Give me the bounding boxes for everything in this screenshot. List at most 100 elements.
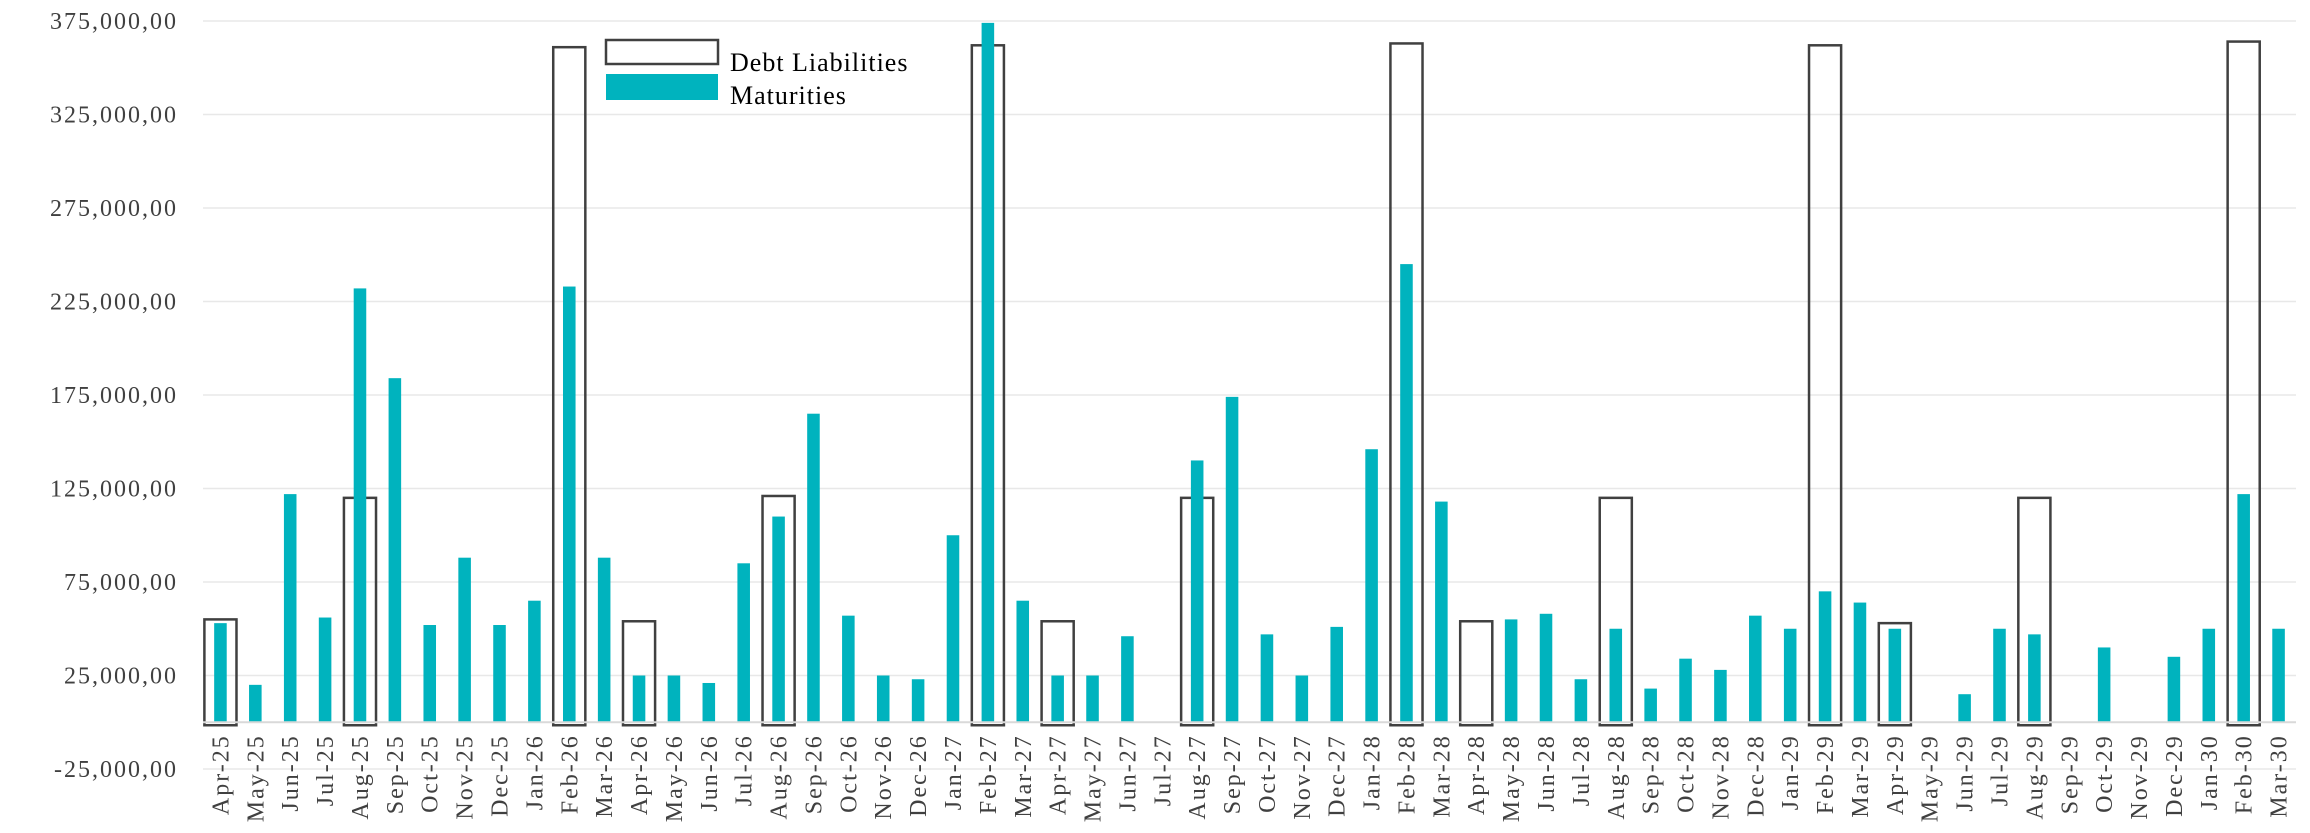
x-tick-label: May-27	[1081, 734, 1107, 822]
x-tick-label: Jul-27	[1150, 734, 1176, 806]
maturities-bar-may-26	[667, 675, 681, 723]
debt-liabilities-bar-feb-29	[1807, 44, 1843, 727]
legend-label-maturities: Maturities	[730, 81, 847, 110]
maturities-bar-dec-28	[1749, 615, 1762, 723]
debt-liabilities-bar-feb-26	[551, 45, 587, 727]
legend: Debt Liabilities Maturities	[604, 38, 908, 110]
maturities-bar-jun-29	[1958, 694, 1971, 723]
maturities-bar-jan-30	[2202, 628, 2216, 723]
maturities-bar-feb-27	[981, 22, 995, 723]
x-tick-label: Jan-29	[1778, 734, 1804, 810]
x-tick-label: Sep-28	[1639, 734, 1665, 814]
debt-liabilities-bar-aug-26	[761, 494, 796, 727]
x-tick-label: Mar-26	[592, 734, 618, 818]
maturities-bar-mar-26	[597, 557, 611, 723]
x-tick-label: Sep-29	[2057, 734, 2083, 814]
x-tick-label: Jan-28	[1360, 734, 1386, 810]
maturities-bar-oct-27	[1260, 634, 1274, 723]
x-tick-label: Nov-27	[1290, 734, 1316, 819]
maturities-bar-aug-26	[772, 516, 785, 723]
maturities-bar-jun-27	[1121, 636, 1134, 723]
x-tick-label: Mar-29	[1848, 734, 1874, 818]
maturities-bar-jan-27	[946, 535, 960, 723]
maturities-bar-oct-29	[2097, 647, 2111, 723]
maturities-bar-jun-28	[1539, 613, 1553, 723]
maturities-bar-jan-28	[1365, 449, 1378, 723]
y-tick-label: 375,000,00	[50, 9, 178, 35]
y-tick-label: 175,000,00	[50, 383, 178, 409]
maturities-bar-may-28	[1504, 619, 1518, 723]
maturities-bar-may-27	[1086, 675, 1099, 723]
x-tick-label: Jun-25	[278, 734, 304, 811]
x-tick-label: Feb-28	[1394, 734, 1420, 814]
x-tick-label: Jun-29	[1953, 734, 1979, 811]
x-tick-label: Jun-26	[697, 734, 723, 811]
x-tick-label: Dec-25	[488, 734, 514, 817]
x-tick-label: Feb-27	[976, 734, 1002, 814]
maturities-bar-oct-25	[423, 625, 437, 723]
x-tick-label: Nov-28	[1708, 734, 1734, 819]
gridlines	[203, 20, 2296, 770]
x-tick-label: Mar-30	[2267, 734, 2293, 818]
x-tick-label: May-29	[1918, 734, 1944, 822]
maturities-bar-jun-26	[702, 682, 716, 723]
debt-liabilities-bar-feb-28	[1389, 42, 1424, 727]
x-tick-label: Aug-28	[1604, 734, 1630, 819]
maturities-bar-nov-26	[876, 675, 890, 723]
legend-label-debt-liabilities: Debt Liabilities	[730, 48, 908, 77]
x-tick-label: Oct-25	[418, 734, 444, 813]
maturities-bar-sep-26	[807, 413, 820, 723]
x-tick-label: Nov-26	[871, 734, 897, 819]
maturities-bar-aug-27	[1190, 460, 1204, 723]
debt-liabilities-bar-aug-28	[1598, 496, 1634, 727]
x-tick-label: Dec-29	[2162, 734, 2188, 817]
x-tick-label: Oct-26	[836, 734, 862, 813]
x-tick-label: Aug-29	[2022, 734, 2048, 819]
debt-liabilities-bar-aug-29	[2017, 496, 2052, 727]
maturities-bar-nov-25	[458, 557, 471, 723]
x-tick-label: Nov-29	[2127, 734, 2153, 819]
x-tick-label: Oct-27	[1255, 734, 1281, 813]
maturities-bar-apr-27	[1051, 675, 1064, 723]
x-tick-label: Dec-28	[1743, 734, 1769, 817]
x-tick-label: Sep-26	[801, 734, 827, 814]
maturities-bar-dec-25	[493, 625, 506, 723]
maturities-bar-mar-29	[1853, 602, 1867, 723]
maturities-bar-jan-26	[528, 600, 541, 723]
x-tick-label: Feb-26	[557, 734, 583, 814]
maturities-bar-jul-29	[1993, 628, 2006, 723]
x-tick-label: Apr-29	[1883, 734, 1909, 815]
x-tick-label: Apr-26	[627, 734, 653, 815]
maturities-bar-oct-26	[842, 615, 855, 723]
x-tick-label: Apr-27	[1046, 734, 1072, 815]
y-axis-ticks: -25,000,00 25,000,00 75,000,00 125,000,00 17…	[50, 9, 178, 783]
maturities-bar-nov-28	[1714, 669, 1727, 723]
x-tick-label: Jul-28	[1569, 734, 1595, 806]
x-tick-label: May-25	[243, 734, 269, 822]
maturities-bar-jul-25	[318, 617, 332, 723]
maturities-bar-mar-27	[1016, 600, 1030, 723]
maturities-bar-feb-29	[1818, 591, 1832, 723]
x-tick-label: Mar-28	[1429, 734, 1455, 818]
x-tick-label: Jan-26	[522, 734, 548, 810]
legend-swatch-maturities	[606, 74, 718, 100]
x-tick-label: Oct-28	[1674, 734, 1700, 813]
y-tick-label: 225,000,00	[50, 290, 178, 316]
x-tick-label: Jan-30	[2197, 734, 2223, 810]
x-tick-label: Jun-28	[1534, 734, 1560, 811]
x-tick-label: Apr-25	[208, 734, 234, 815]
maturities-bar-mar-30	[2272, 628, 2285, 723]
y-tick-label: 125,000,00	[50, 477, 178, 503]
bars	[203, 22, 2285, 727]
debt-liabilities-bar-apr-27	[1040, 620, 1075, 727]
x-tick-label: Nov-25	[453, 734, 479, 819]
x-tick-label: Jan-27	[941, 734, 967, 810]
debt-liabilities-bar-apr-25	[203, 618, 238, 727]
maturities-bar-may-25	[249, 684, 262, 723]
maturities-bar-aug-25	[353, 288, 367, 723]
x-tick-label: Jul-25	[313, 734, 339, 806]
maturities-bar-jul-28	[1574, 679, 1588, 723]
x-tick-label: Aug-25	[348, 734, 374, 819]
x-tick-label: Aug-27	[1185, 734, 1211, 819]
